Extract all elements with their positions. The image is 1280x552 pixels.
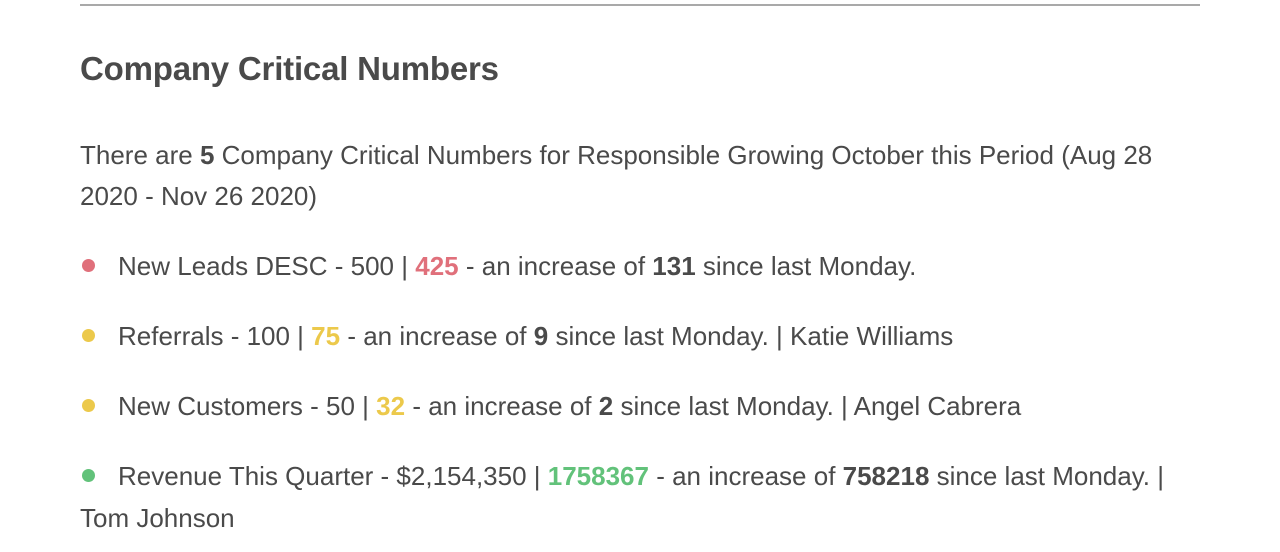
metric-current-value: 75 (311, 321, 341, 351)
metric-item-new-customers: New Customers - 50 | 32 - an increase of… (80, 385, 1200, 427)
metric-current-value: 425 (415, 251, 459, 281)
metric-mid-text: - an increase of (340, 321, 534, 351)
status-dot-icon (82, 469, 95, 482)
metric-increase: 9 (533, 321, 549, 351)
intro-prefix: There are (80, 140, 200, 170)
metric-end-text: since last Monday. | Katie Williams (548, 321, 954, 351)
metric-current-value: 32 (376, 391, 406, 421)
metric-end-text: since last Monday. | Angel Cabrera (613, 391, 1022, 421)
metric-end-text: since last Monday. | Tom Johnson (80, 461, 1165, 533)
intro-count: 5 (199, 140, 215, 170)
metric-label: New Customers - 50 | (118, 391, 377, 421)
metric-item-referrals: Referrals - 100 | 75 - an increase of 9 … (80, 315, 1200, 357)
metric-mid-text: - an increase of (648, 461, 843, 491)
top-divider (80, 4, 1200, 6)
intro-paragraph: There are 5 Company Critical Numbers for… (80, 135, 1200, 217)
metric-increase: 2 (598, 391, 614, 421)
status-dot-icon (82, 259, 95, 272)
metric-mid-text: - an increase of (458, 251, 653, 281)
metric-item-new-leads: New Leads DESC - 500 | 425 - an increase… (80, 245, 1200, 287)
metric-label: New Leads DESC - 500 | (118, 251, 416, 281)
metric-label: Revenue This Quarter - $2,154,350 | (118, 461, 548, 491)
metric-item-revenue: Revenue This Quarter - $2,154,350 | 1758… (80, 455, 1200, 539)
metric-increase: 131 (652, 251, 696, 281)
metric-increase: 758218 (842, 461, 930, 491)
metric-end-text: since last Monday. (695, 251, 917, 281)
status-dot-icon (82, 329, 95, 342)
metric-current-value: 1758367 (547, 461, 649, 491)
page-title: Company Critical Numbers (80, 50, 499, 87)
metric-mid-text: - an increase of (405, 391, 599, 421)
status-dot-icon (82, 399, 95, 412)
metric-label: Referrals - 100 | (118, 321, 312, 351)
intro-suffix: Company Critical Numbers for Responsible… (80, 140, 1153, 211)
